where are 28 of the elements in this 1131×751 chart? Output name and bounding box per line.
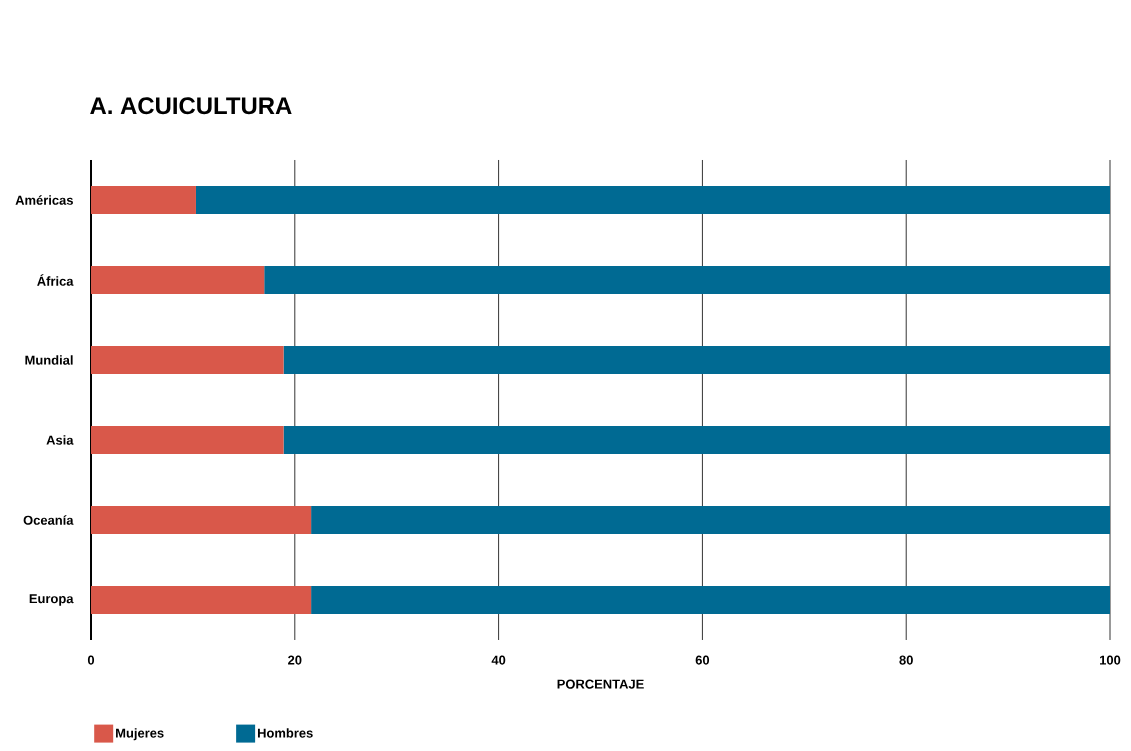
- x-tick-label: 0: [87, 655, 95, 665]
- bar: [195, 185, 1110, 214]
- bar: [91, 345, 284, 374]
- bar: [91, 585, 312, 614]
- x-tick-label: 100: [1100, 655, 1121, 665]
- bar: [91, 185, 196, 214]
- y-tick-label: Américas: [15, 195, 73, 205]
- x-axis-title: PORCENTAJE: [557, 679, 644, 689]
- bar: [283, 425, 1110, 454]
- y-tick-label: Europa: [29, 594, 74, 606]
- x-tick-label: 20: [288, 655, 302, 665]
- bar: [91, 265, 265, 294]
- bar: [311, 505, 1110, 534]
- bar: [283, 345, 1110, 374]
- bar: [91, 425, 284, 454]
- legend-label: Mujeres: [116, 728, 164, 741]
- x-tick-label: 60: [695, 655, 710, 665]
- bar: [264, 265, 1110, 294]
- bar: [311, 585, 1110, 614]
- y-tick-label: Asia: [46, 435, 74, 445]
- y-tick-label: Oceanía: [23, 515, 74, 525]
- x-tick-label: 40: [491, 655, 506, 665]
- chart-title: A. ACUICULTURA: [90, 97, 292, 115]
- legend-label: Hombres: [257, 728, 313, 738]
- x-tick-label: 80: [899, 655, 913, 665]
- y-tick-label: África: [37, 274, 74, 286]
- y-tick-label: Mundial: [25, 355, 73, 365]
- bar: [91, 505, 312, 534]
